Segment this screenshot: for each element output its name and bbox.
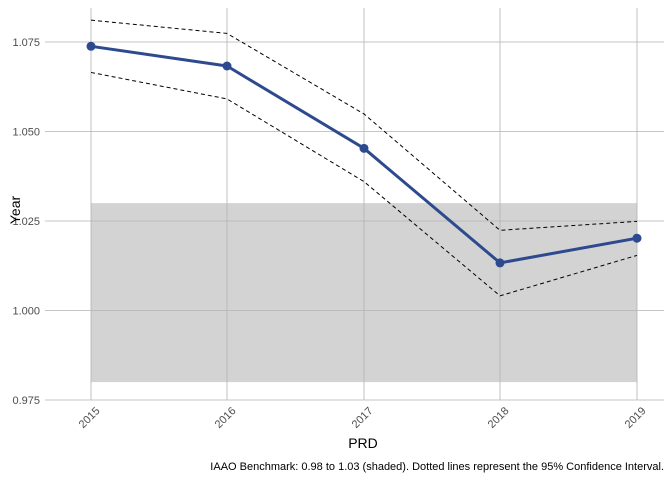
y-tick-label: 1.025 xyxy=(12,216,40,228)
x-tick-label: 2016 xyxy=(213,405,239,431)
y-tick-label: 1.000 xyxy=(12,306,40,318)
y-axis-title: Year xyxy=(7,196,23,225)
x-tick-label: 2015 xyxy=(77,405,103,431)
prd-data-point xyxy=(632,233,642,243)
y-tick-label: 1.050 xyxy=(12,127,40,139)
x-tick-label: 2019 xyxy=(623,405,649,431)
ci-upper-line xyxy=(90,19,638,231)
prd-data-point xyxy=(359,143,369,153)
y-tick-label: 0.975 xyxy=(12,395,40,407)
y-tick-labels: 0.975 1.000 1.025 1.050 1.075 xyxy=(12,37,40,407)
x-tick-label: 2018 xyxy=(486,405,512,431)
chart-caption: IAAO Benchmark: 0.98 to 1.03 (shaded). D… xyxy=(210,461,664,473)
ci-lower-line xyxy=(90,71,638,297)
confidence-interval-lines xyxy=(90,19,638,297)
x-axis-title: PRD xyxy=(348,435,378,451)
x-tick-label: 2017 xyxy=(350,405,376,431)
prd-data-point xyxy=(222,61,232,71)
series-layer xyxy=(86,41,642,268)
prd-data-point xyxy=(86,41,96,51)
y-tick-label: 1.075 xyxy=(12,37,40,49)
x-tick-labels: 2015 2016 2017 2018 2019 xyxy=(77,405,649,431)
prd-data-point xyxy=(495,258,505,268)
gridlines xyxy=(45,8,664,401)
